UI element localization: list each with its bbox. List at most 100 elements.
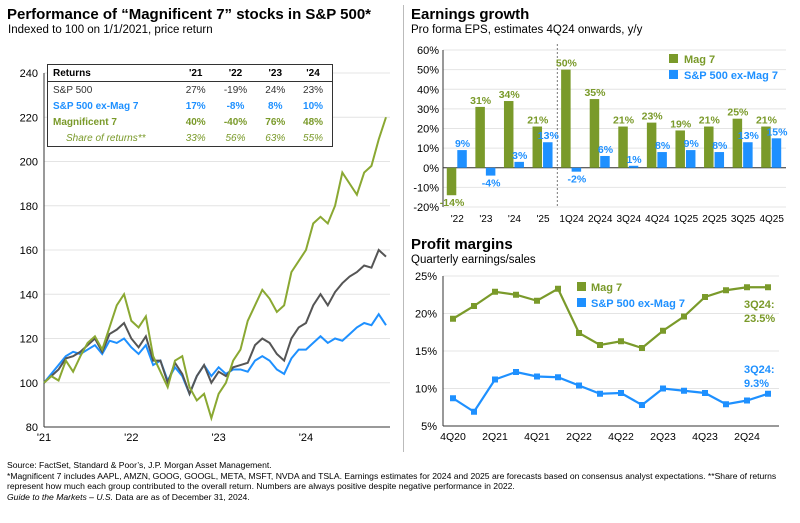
y-tick-label: 10% [417, 143, 439, 155]
data-point [681, 313, 687, 320]
annotation: 3Q24: [744, 299, 775, 311]
y-tick-label: 160 [20, 245, 38, 257]
data-label: 31% [470, 95, 492, 107]
data-point [534, 373, 540, 380]
x-tick-label: 1Q25 [674, 214, 699, 225]
y-tick-label: 0% [423, 163, 439, 175]
y-tick-label: 15% [415, 346, 437, 358]
data-label: 9% [455, 138, 471, 150]
x-tick-label: '22 [124, 432, 138, 444]
bar [561, 69, 571, 168]
data-label: 35% [584, 87, 606, 99]
data-point [597, 342, 603, 348]
bar [475, 106, 485, 168]
series-line-magnificent-7 [43, 116, 387, 422]
cell: 10% [303, 100, 324, 112]
legend-swatch-mag7 [669, 54, 678, 63]
data-label: 8% [712, 140, 728, 152]
row-label: S&P 500 ex-Mag 7 [53, 100, 139, 112]
data-point [597, 390, 603, 397]
y-tick-label: 180 [20, 201, 38, 213]
data-point [576, 382, 582, 389]
table-header: Returns '21 '22 '23 '24 [47, 64, 333, 82]
cell: 27% [185, 84, 206, 96]
bar [446, 167, 457, 196]
data-point [765, 390, 771, 397]
data-label: 6% [598, 144, 614, 156]
bar [600, 155, 610, 168]
data-label: -14% [440, 197, 465, 209]
x-tick-label: '23 [479, 214, 492, 225]
bar [571, 167, 582, 172]
data-point [513, 291, 519, 298]
data-point [513, 369, 519, 375]
bar [657, 152, 667, 168]
bar [761, 126, 771, 168]
left-title: Performance of “Magnificent 7” stocks in… [7, 6, 372, 23]
data-point [618, 390, 624, 396]
x-tick-label: 4Q20 [440, 431, 466, 443]
cell: 76% [265, 116, 286, 128]
cell: 33% [185, 132, 206, 144]
data-point [534, 297, 540, 304]
header-cell: '24 [294, 64, 333, 82]
x-tick-label: 2Q24 [588, 214, 613, 225]
table-row: Share of returns** 33% 56% 63% 55% [48, 130, 333, 147]
data-point [723, 401, 729, 408]
cell: 23% [303, 84, 324, 96]
row-label: Share of returns** [66, 132, 146, 144]
series-line [452, 286, 768, 350]
legend-label: Mag 7 [591, 282, 622, 294]
bar [743, 142, 753, 168]
x-tick-label: '24 [508, 214, 521, 225]
data-label: -2% [568, 174, 587, 186]
header-cell: '22 [214, 64, 257, 82]
y-tick-label: 60% [417, 45, 439, 57]
bar [457, 150, 467, 168]
bar [589, 99, 600, 168]
data-label: 34% [499, 89, 521, 101]
footnote: *Magnificent 7 includes AAPL, AMZN, GOOG… [7, 470, 777, 492]
data-point [555, 285, 561, 292]
left-subtitle: Indexed to 100 on 1/1/2021, price return [8, 24, 213, 36]
earnings-title: Earnings growth [411, 6, 530, 23]
cell: 8% [268, 100, 283, 112]
x-tick-label: 2Q23 [650, 431, 676, 443]
data-label: 1% [626, 154, 642, 166]
x-tick-label: '25 [537, 214, 550, 225]
source-note: Source: FactSet, Standard & Poor’s, J.P.… [7, 460, 272, 470]
data-point [618, 338, 624, 345]
y-tick-label: 50% [417, 65, 439, 77]
bar [685, 150, 696, 168]
data-label: 3% [512, 150, 528, 162]
series-line-s-p-500-ex-mag-7 [43, 312, 387, 397]
as-of-date: Data are as of December 31, 2024. [113, 491, 250, 502]
bar [675, 130, 685, 168]
data-label: 21% [699, 115, 721, 127]
bar [628, 165, 639, 168]
data-point [639, 402, 645, 408]
data-point [576, 330, 582, 336]
divider [403, 5, 404, 452]
bar [485, 167, 496, 176]
bar [618, 126, 628, 168]
data-point [492, 288, 498, 295]
y-tick-label: 240 [20, 68, 38, 80]
annotation: 9.3% [744, 378, 769, 390]
x-tick-label: 2Q24 [734, 431, 760, 443]
bar [503, 101, 514, 168]
legend-swatch-ex-mag7 [669, 70, 678, 79]
data-point [450, 395, 456, 402]
bar [732, 118, 743, 168]
data-label: 19% [670, 118, 692, 130]
cell: 40% [185, 116, 206, 128]
data-point [450, 315, 456, 322]
annotation: 3Q24: [744, 364, 775, 376]
data-label: 21% [756, 115, 778, 127]
data-point [471, 303, 477, 309]
data-label: 50% [556, 58, 578, 70]
legend-label: S&P 500 ex-Mag 7 [591, 298, 685, 310]
cell: -8% [226, 100, 245, 112]
bar [532, 126, 543, 168]
